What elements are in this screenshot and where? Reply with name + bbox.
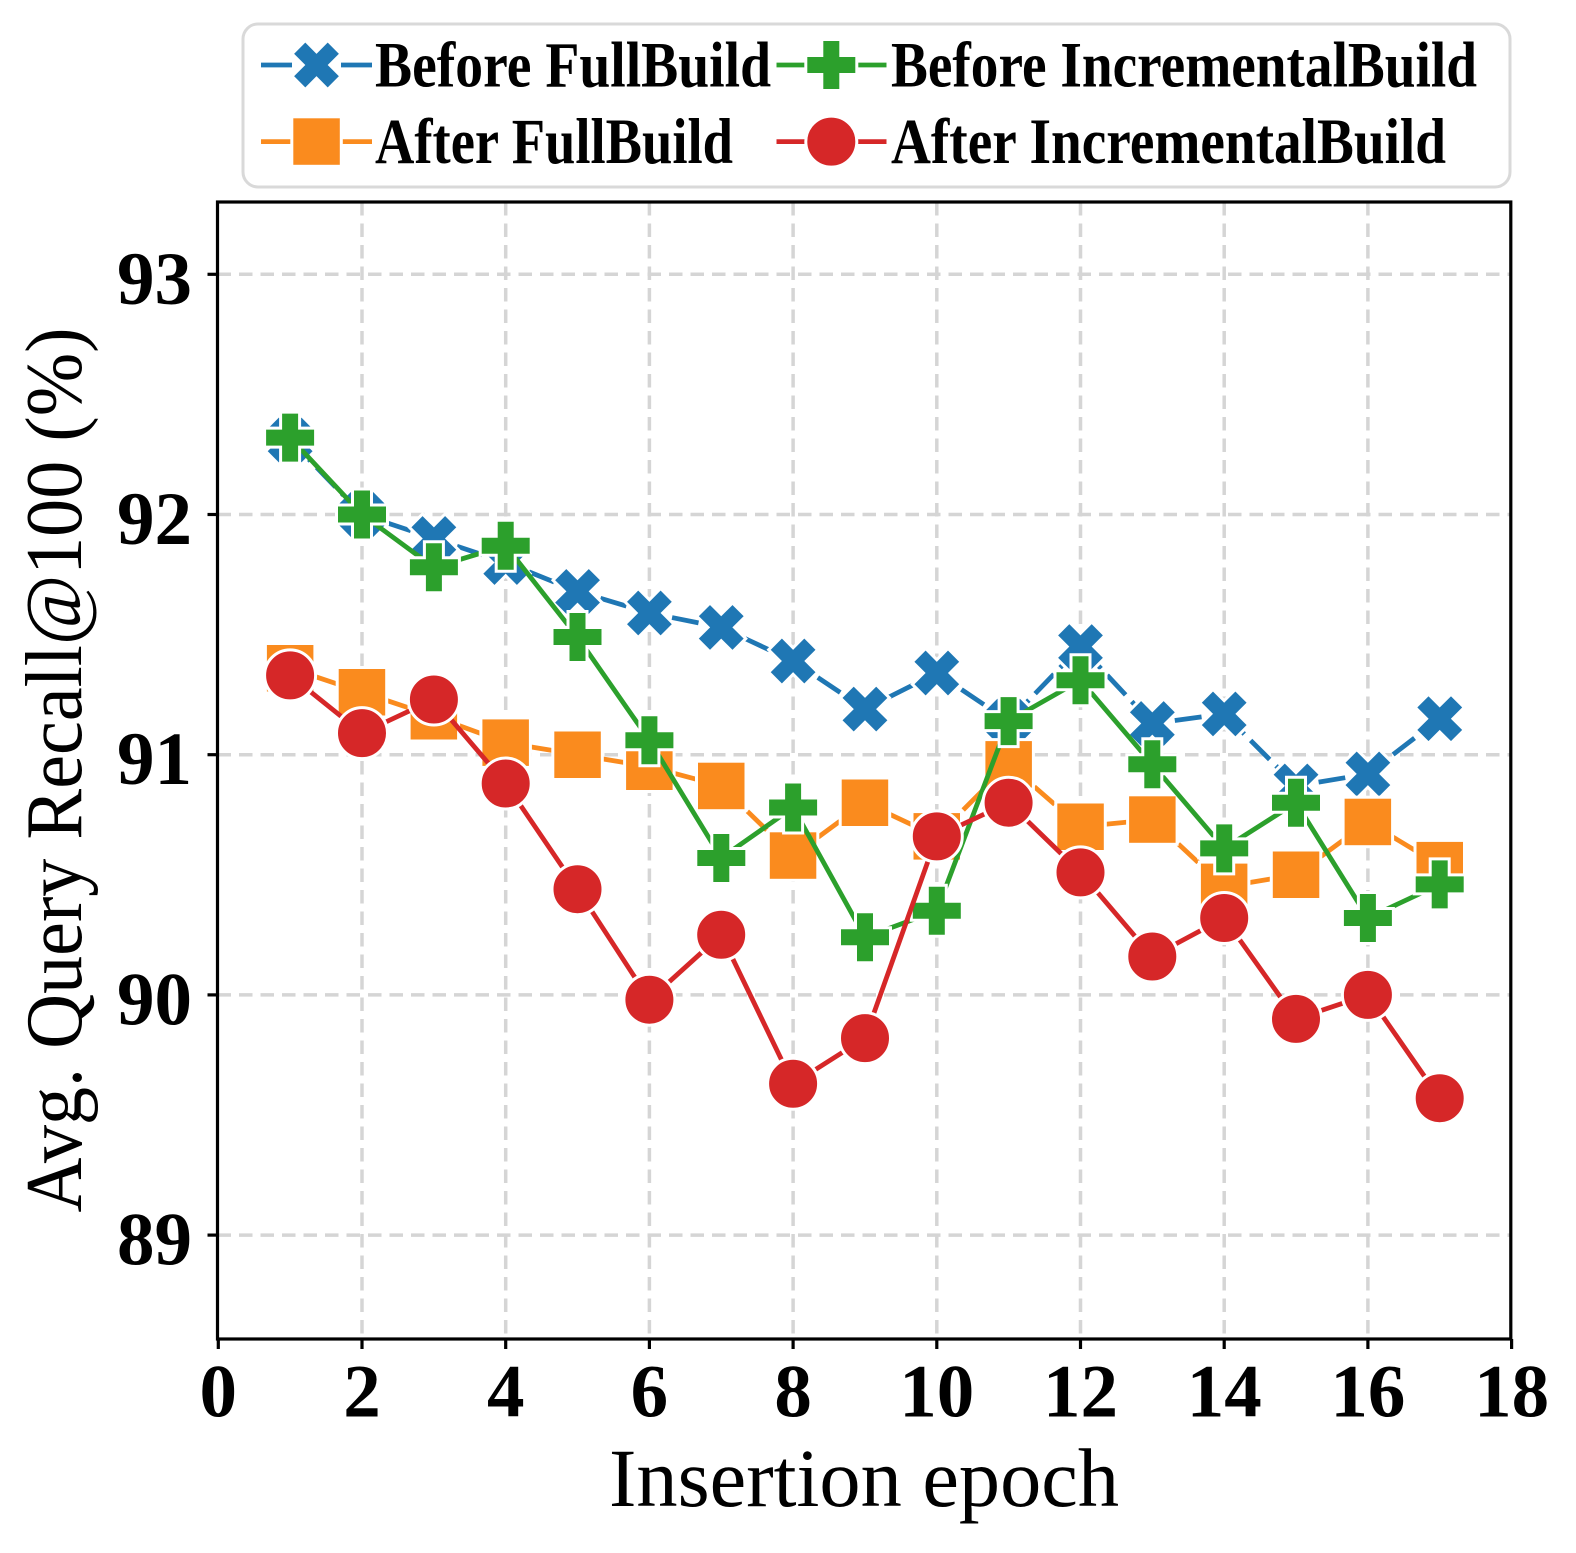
- svg-text:14: 14: [1187, 1351, 1262, 1434]
- svg-text:Insertion epoch: Insertion epoch: [609, 1432, 1119, 1524]
- svg-text:8: 8: [774, 1351, 812, 1434]
- svg-text:After FullBuild: After FullBuild: [375, 106, 733, 178]
- svg-text:4: 4: [487, 1351, 525, 1434]
- svg-text:6: 6: [631, 1351, 669, 1434]
- svg-text:0: 0: [200, 1351, 238, 1434]
- svg-text:16: 16: [1330, 1351, 1405, 1434]
- svg-text:91: 91: [117, 718, 192, 801]
- svg-text:Before FullBuild: Before FullBuild: [375, 30, 771, 102]
- svg-text:90: 90: [117, 958, 192, 1041]
- svg-text:93: 93: [117, 238, 192, 321]
- svg-text:12: 12: [1043, 1351, 1118, 1434]
- svg-text:89: 89: [117, 1199, 192, 1282]
- svg-text:Before IncrementalBuild: Before IncrementalBuild: [891, 30, 1477, 102]
- svg-text:After IncrementalBuild: After IncrementalBuild: [891, 106, 1446, 178]
- svg-text:10: 10: [899, 1351, 974, 1434]
- svg-text:Avg. Query Recall@100 (%): Avg. Query Recall@100 (%): [9, 328, 99, 1213]
- svg-text:18: 18: [1474, 1351, 1549, 1434]
- svg-text:92: 92: [117, 478, 192, 561]
- svg-text:2: 2: [343, 1351, 381, 1434]
